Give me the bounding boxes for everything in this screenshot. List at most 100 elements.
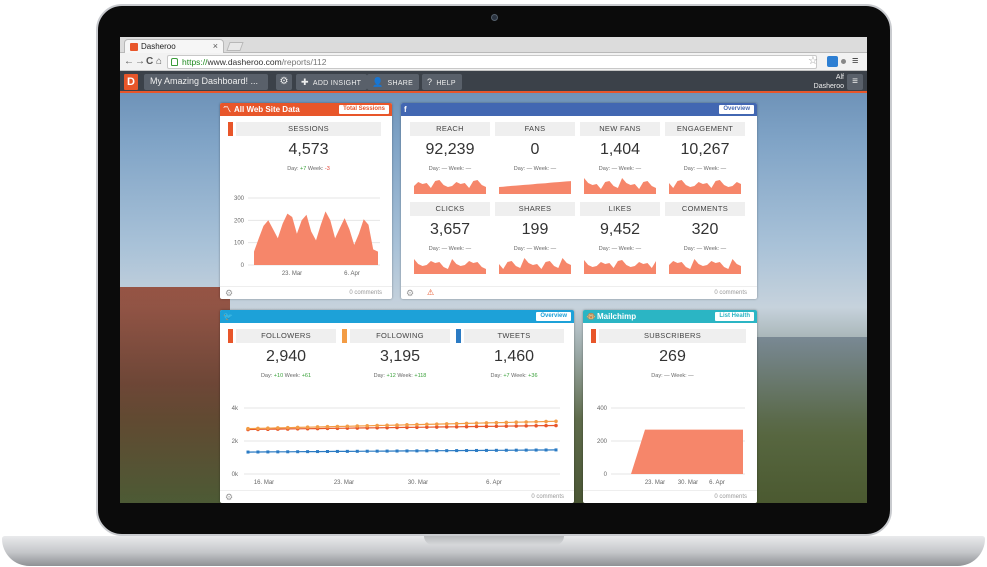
twitter-comments-link[interactable]: 0 comments bbox=[531, 494, 564, 500]
url-host: www.dasheroo.com bbox=[207, 57, 282, 67]
website-comments-link[interactable]: 0 comments bbox=[349, 290, 382, 296]
week-change: +61 bbox=[301, 373, 312, 379]
data-point bbox=[256, 450, 260, 454]
settings-gear-icon[interactable]: ⚙ bbox=[276, 74, 292, 90]
data-point bbox=[554, 423, 558, 428]
y-tick-label: 200 bbox=[234, 218, 245, 224]
day-change: +7 bbox=[503, 373, 510, 379]
fb-metric-change: Day: — Week: — bbox=[513, 166, 557, 172]
fb-metric-change: Day: — Week: — bbox=[598, 246, 642, 252]
extension-icon[interactable] bbox=[827, 56, 838, 67]
x-tick-label: 23. Mar bbox=[334, 480, 354, 486]
twitter-overview-badge[interactable]: Overview bbox=[536, 312, 571, 321]
data-point bbox=[276, 426, 280, 430]
total-sessions-badge[interactable]: Total Sessions bbox=[339, 105, 389, 114]
website-widget-header[interactable]: 〽 All Web Site Data Total Sessions bbox=[220, 103, 392, 116]
twitter-bird-icon: 🐦 bbox=[223, 312, 233, 321]
fb-metric-value: 10,267 bbox=[680, 141, 730, 158]
data-point bbox=[405, 425, 409, 430]
fb-metric-value: 199 bbox=[521, 221, 549, 238]
data-point bbox=[534, 448, 538, 452]
fb-sparkline bbox=[669, 180, 741, 194]
widget-settings-gear-icon[interactable]: ⚙ bbox=[225, 288, 234, 298]
help-icon: ? bbox=[427, 77, 433, 87]
data-point bbox=[524, 420, 528, 424]
twitter-metric-value: 3,195 bbox=[379, 348, 421, 365]
user-info[interactable]: Alf Dasheroo bbox=[806, 73, 844, 91]
share-button[interactable]: 👤 SHARE bbox=[367, 74, 420, 90]
mailchimp-widget: 🐵 Mailchimp List Health SUBSCRIBERS 269 … bbox=[583, 310, 757, 503]
twitter-widget-header[interactable]: 🐦 Overview bbox=[220, 310, 574, 323]
x-tick-label: 30. Mar bbox=[408, 480, 428, 486]
day-label: Day: bbox=[373, 373, 385, 379]
twitter-metric-label: TWEETS bbox=[464, 329, 564, 343]
subscribers-value: 269 bbox=[659, 348, 686, 365]
data-point bbox=[375, 449, 379, 453]
data-point bbox=[425, 422, 429, 427]
sessions-day-label: Day: bbox=[287, 166, 299, 172]
app-menu-icon[interactable]: ≡ bbox=[847, 74, 863, 90]
browser-tab[interactable]: Dasheroo × bbox=[124, 39, 224, 53]
reload-icon[interactable]: C bbox=[146, 56, 154, 67]
data-point bbox=[415, 422, 419, 427]
facebook-widget-header[interactable]: f Overview bbox=[401, 103, 757, 116]
background-landscape-left bbox=[120, 287, 230, 503]
mailchimp-comments-link[interactable]: 0 comments bbox=[714, 494, 747, 500]
back-icon[interactable]: ← bbox=[124, 56, 134, 67]
mailchimp-widget-header[interactable]: 🐵 Mailchimp List Health bbox=[583, 310, 757, 323]
list-health-badge[interactable]: List Health bbox=[715, 312, 754, 321]
home-icon[interactable]: ⌂ bbox=[156, 56, 163, 67]
data-point bbox=[474, 424, 479, 429]
widget-settings-gear-icon[interactable]: ⚙ bbox=[225, 492, 234, 502]
week-label: Week: bbox=[511, 373, 527, 379]
sessions-week-change: -3 bbox=[324, 166, 330, 172]
x-tick-label: 6. Apr bbox=[709, 480, 725, 486]
fb-sparkline-area bbox=[414, 180, 486, 194]
data-point bbox=[325, 424, 330, 429]
extension-dot-icon[interactable] bbox=[841, 59, 846, 64]
data-point bbox=[554, 448, 558, 452]
data-point bbox=[276, 450, 280, 454]
fb-sparkline-area bbox=[499, 181, 571, 194]
close-tab-icon[interactable]: × bbox=[212, 41, 218, 51]
add-insight-button[interactable]: ✚ ADD INSIGHT bbox=[296, 74, 368, 90]
facebook-widget-footer: ⚙ ⚠ 0 comments bbox=[401, 286, 757, 299]
fb-sparkline-area bbox=[669, 180, 741, 194]
dashboard-selector[interactable]: My Amazing Dashboard! ... bbox=[144, 74, 268, 90]
data-point bbox=[365, 423, 370, 428]
data-point bbox=[475, 448, 479, 452]
fb-sparkline-area bbox=[584, 260, 656, 274]
data-point bbox=[395, 449, 399, 453]
data-point bbox=[306, 450, 310, 454]
x-tick-label: 16. Mar bbox=[254, 480, 274, 486]
twitter-metric-label: FOLLOWING bbox=[350, 329, 450, 343]
data-point bbox=[454, 424, 459, 429]
data-point bbox=[345, 424, 350, 429]
twitter-color-bar bbox=[342, 329, 347, 343]
x-tick-label: 23. Mar bbox=[645, 480, 665, 486]
help-button[interactable]: ? HELP bbox=[422, 74, 462, 90]
facebook-comments-link[interactable]: 0 comments bbox=[714, 290, 747, 296]
widget-settings-gear-icon[interactable]: ⚙ bbox=[406, 288, 415, 298]
browser-menu-icon[interactable]: ≡ bbox=[852, 55, 859, 67]
facebook-overview-badge[interactable]: Overview bbox=[719, 105, 754, 114]
twitter-line-chart: 4k 2k 0k 16. Mar 23. Mar 30. Mar 6. Apr bbox=[232, 406, 560, 486]
share-user-icon: 👤 bbox=[372, 77, 384, 87]
sessions-color-bar bbox=[228, 122, 233, 136]
data-point bbox=[494, 424, 499, 429]
day-label: Day: bbox=[260, 373, 273, 379]
warning-icon[interactable]: ⚠ bbox=[427, 288, 435, 297]
forward-icon[interactable]: → bbox=[135, 56, 145, 67]
website-widget-title: All Web Site Data bbox=[234, 105, 300, 114]
data-point bbox=[464, 424, 469, 429]
mailchimp-widget-title: Mailchimp bbox=[597, 312, 637, 321]
twitter-color-bar bbox=[456, 329, 461, 343]
dasheroo-logo[interactable]: D bbox=[124, 74, 138, 90]
address-bar[interactable]: https://www.dasheroo.com/reports/112 bbox=[167, 55, 817, 69]
sessions-week-label: Week: bbox=[307, 166, 324, 172]
bookmark-star-icon[interactable]: ☆ bbox=[808, 55, 818, 67]
data-point bbox=[415, 425, 419, 430]
data-point bbox=[355, 424, 360, 428]
data-point bbox=[415, 449, 419, 453]
new-tab-button[interactable] bbox=[226, 42, 244, 51]
